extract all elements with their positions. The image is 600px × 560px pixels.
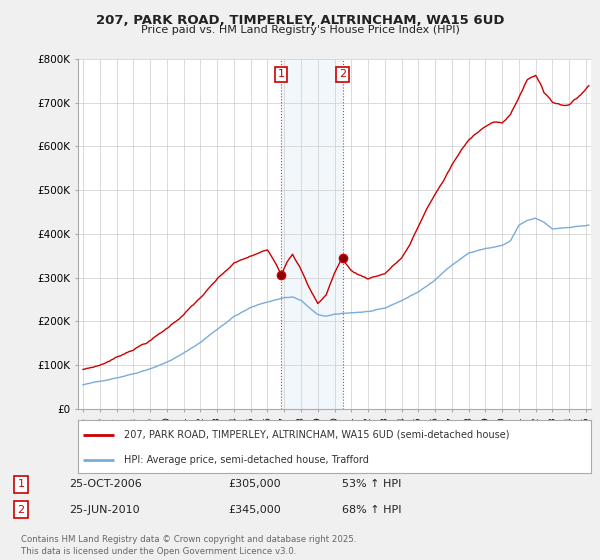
Text: 2: 2 — [339, 69, 346, 80]
Text: 2: 2 — [17, 505, 25, 515]
Text: £345,000: £345,000 — [228, 505, 281, 515]
Text: 1: 1 — [278, 69, 284, 80]
Text: 25-JUN-2010: 25-JUN-2010 — [69, 505, 140, 515]
Text: 25-OCT-2006: 25-OCT-2006 — [69, 479, 142, 489]
Text: HPI: Average price, semi-detached house, Trafford: HPI: Average price, semi-detached house,… — [124, 455, 369, 465]
Text: 207, PARK ROAD, TIMPERLEY, ALTRINCHAM, WA15 6UD (semi-detached house): 207, PARK ROAD, TIMPERLEY, ALTRINCHAM, W… — [124, 430, 509, 440]
Bar — [281, 59, 343, 409]
Text: 1: 1 — [17, 479, 25, 489]
Text: 68% ↑ HPI: 68% ↑ HPI — [342, 505, 401, 515]
Text: 53% ↑ HPI: 53% ↑ HPI — [342, 479, 401, 489]
Text: Contains HM Land Registry data © Crown copyright and database right 2025.
This d: Contains HM Land Registry data © Crown c… — [21, 535, 356, 556]
Text: Price paid vs. HM Land Registry's House Price Index (HPI): Price paid vs. HM Land Registry's House … — [140, 25, 460, 35]
Text: 207, PARK ROAD, TIMPERLEY, ALTRINCHAM, WA15 6UD: 207, PARK ROAD, TIMPERLEY, ALTRINCHAM, W… — [96, 14, 504, 27]
Text: £305,000: £305,000 — [228, 479, 281, 489]
